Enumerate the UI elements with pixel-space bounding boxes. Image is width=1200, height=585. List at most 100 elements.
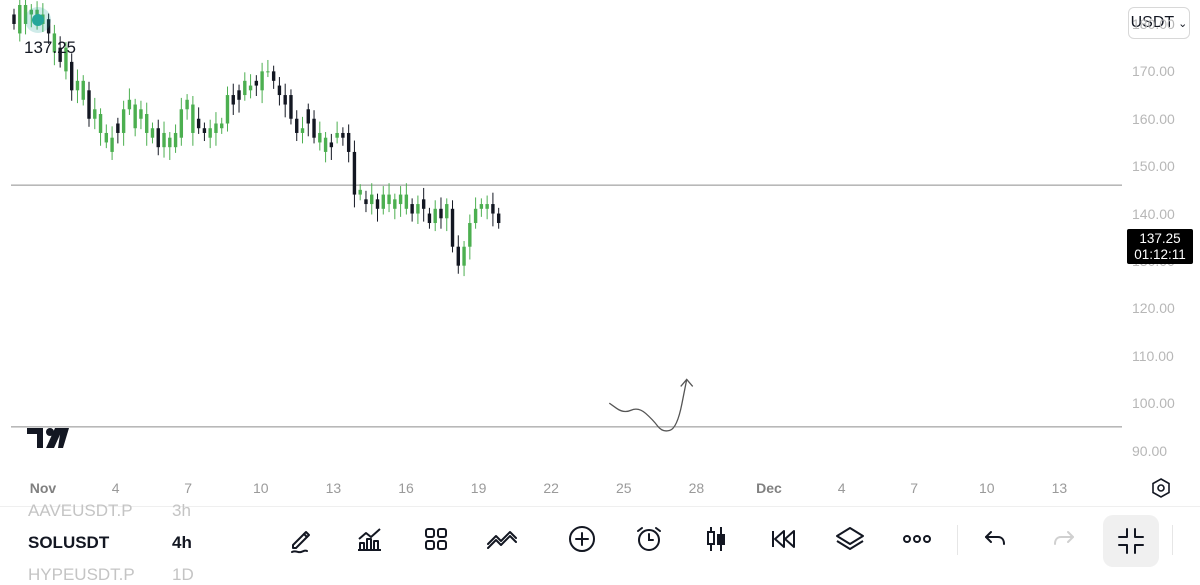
- time-tick-label: 13: [1051, 480, 1068, 496]
- indicators-icon: [358, 528, 381, 551]
- candle-body: [208, 128, 212, 138]
- candle-body: [318, 132, 322, 143]
- candle-body: [491, 204, 495, 214]
- time-tick-label: Nov: [29, 480, 57, 496]
- add-icon: [569, 526, 595, 552]
- time-tick-label: 10: [253, 480, 269, 496]
- replay-icon: [772, 530, 795, 548]
- candle-body: [46, 19, 51, 34]
- timeframe-prev[interactable]: 3h: [172, 501, 191, 520]
- candle-body: [393, 199, 397, 209]
- symbol-current[interactable]: SOLUSDT: [28, 533, 110, 552]
- arrow-head: [680, 378, 694, 387]
- templates-button[interactable]: [418, 521, 454, 557]
- candle-body: [404, 194, 409, 209]
- candle-body: [496, 213, 501, 224]
- price-tick-label: 140.00: [1132, 205, 1175, 222]
- candle-body: [456, 246, 460, 266]
- live-indicator-dot: [25, 7, 51, 33]
- timeframe-next[interactable]: 1D: [172, 565, 194, 584]
- candle-body: [179, 109, 184, 138]
- candle-body: [81, 80, 85, 100]
- price-tick-label: 160.00: [1132, 110, 1175, 127]
- symbol-next[interactable]: HYPEUSDT.P: [28, 565, 135, 584]
- candle-body: [12, 14, 16, 24]
- auto-scale-settings-icon[interactable]: [1150, 477, 1172, 499]
- candle-body: [58, 47, 62, 62]
- candle-body: [445, 204, 449, 219]
- candle-body: [133, 104, 137, 129]
- candle-body: [150, 128, 155, 138]
- replay-button[interactable]: [765, 521, 801, 557]
- timeframe-current[interactable]: 4h: [172, 533, 192, 552]
- fullscreen-exit-button[interactable]: [1103, 515, 1159, 567]
- candle-body: [75, 80, 80, 91]
- layers-button[interactable]: [832, 521, 868, 557]
- badge-price: 137.25: [1139, 231, 1181, 246]
- chart-type-icon: [707, 527, 725, 551]
- candle-body: [98, 114, 103, 133]
- toolbar-divider: [957, 525, 958, 555]
- candle-body: [52, 33, 57, 53]
- tradingview-logo-icon: [27, 428, 69, 448]
- currency-selector[interactable]: USDT ⌄: [1128, 7, 1190, 39]
- candle-body: [271, 71, 276, 81]
- candle-body: [433, 208, 437, 224]
- candle-body: [416, 204, 420, 214]
- candle-body: [312, 118, 316, 138]
- add-button[interactable]: [564, 521, 600, 557]
- candle-body: [300, 128, 305, 133]
- candle-body: [168, 137, 172, 148]
- candle-body: [231, 95, 235, 105]
- price-chart[interactable]: [0, 0, 1200, 505]
- price-tick-label: 110.00: [1132, 347, 1174, 364]
- candle-body: [381, 194, 385, 209]
- candle-body: [70, 61, 74, 91]
- drawing-tool-button[interactable]: [284, 521, 320, 557]
- candle-body: [289, 95, 293, 119]
- candle-body: [410, 204, 414, 214]
- candle-body: [23, 5, 28, 24]
- pencil-icon: [291, 531, 310, 554]
- time-tick-label: 4: [111, 480, 120, 496]
- candle-body: [479, 204, 484, 209]
- alert-button[interactable]: [631, 521, 667, 557]
- compare-button[interactable]: [485, 521, 521, 557]
- chart-type-button[interactable]: [698, 521, 734, 557]
- price-tick-label: 170.00: [1132, 63, 1175, 80]
- candle-body: [202, 128, 207, 133]
- badge-countdown: 01:12:11: [1134, 247, 1186, 262]
- time-tick-label: 4: [837, 480, 846, 496]
- undo-button[interactable]: [978, 521, 1014, 557]
- candle-body: [173, 132, 178, 148]
- price-tick-label: 150.00: [1132, 158, 1175, 175]
- alarm-icon: [637, 527, 661, 551]
- candle-body: [352, 151, 357, 195]
- candle-body: [266, 71, 270, 73]
- time-tick-label: 7: [184, 480, 193, 496]
- redo-button[interactable]: [1045, 521, 1081, 557]
- candle-body: [341, 132, 345, 138]
- price-tick-label: 180.00: [1132, 15, 1175, 32]
- candle-body: [450, 208, 455, 247]
- price-tick-label: 120.00: [1132, 300, 1175, 317]
- candle-body: [18, 5, 22, 34]
- symbol-prev[interactable]: AAVEUSDT.P: [28, 501, 133, 520]
- candle-body: [346, 132, 351, 152]
- time-tick-label: 13: [325, 480, 342, 496]
- candle-body: [421, 199, 426, 209]
- candle-body: [427, 213, 432, 224]
- candle-body: [260, 71, 264, 91]
- candle-body: [364, 199, 368, 205]
- more-button[interactable]: [899, 521, 935, 557]
- time-tick-label: 16: [398, 480, 414, 496]
- candle-body: [110, 137, 114, 152]
- candle-body: [237, 90, 241, 100]
- candle-body: [93, 109, 97, 119]
- candle-body: [468, 223, 472, 247]
- indicators-button[interactable]: [351, 521, 387, 557]
- candle-body: [156, 128, 160, 148]
- candle-body: [139, 109, 143, 119]
- undo-icon: [985, 531, 1005, 545]
- time-tick-label: 28: [688, 480, 705, 496]
